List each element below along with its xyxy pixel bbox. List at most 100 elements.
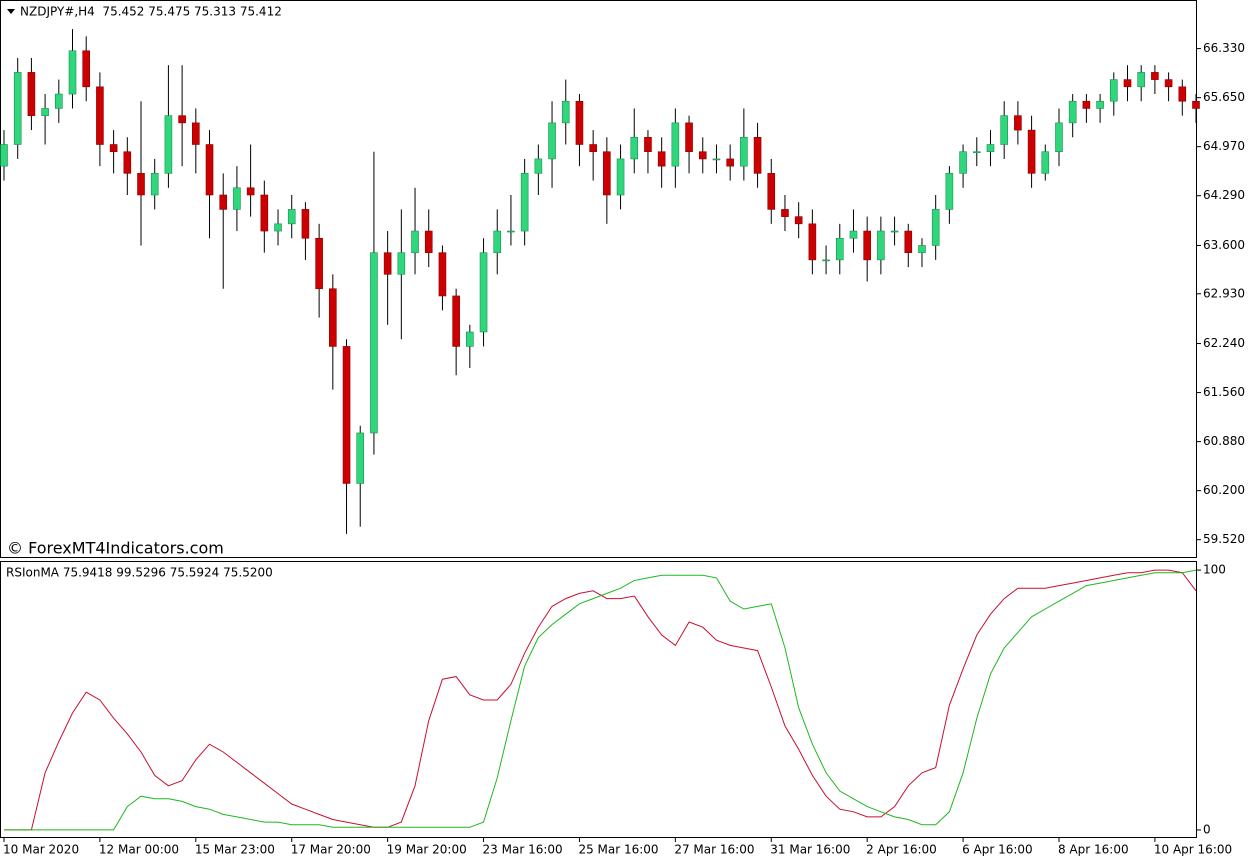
candle-body [424, 230, 433, 253]
candle-body [616, 158, 625, 196]
candle-body [698, 151, 707, 160]
x-tick-label: 15 Mar 23:00 [195, 843, 275, 857]
candle-body [219, 194, 228, 210]
candle-body [548, 122, 556, 160]
candle-body [383, 252, 392, 275]
candle-body [1151, 72, 1159, 80]
y-tick-label: 59.520 [1203, 532, 1245, 546]
candle-body [1137, 72, 1145, 88]
candle-body [767, 173, 776, 210]
candle-body [178, 115, 186, 124]
candle-body [1068, 100, 1077, 124]
candle-body [137, 173, 145, 196]
candle-body [972, 151, 981, 154]
watermark: © ForexMT4Indicators.com [7, 539, 224, 558]
candle-body [1014, 115, 1022, 131]
candle-body [370, 252, 378, 434]
x-tick-label: 17 Mar 20:00 [291, 843, 371, 857]
candle-body [986, 144, 995, 153]
price-title: NZDJPY#,H4 75.452 75.475 75.313 75.412 [20, 5, 282, 19]
price-panel [0, 0, 1197, 558]
candle-body [712, 158, 721, 161]
candle-body [479, 252, 488, 333]
candle-body [835, 237, 844, 261]
candle-body [890, 230, 899, 233]
candle-body [1055, 122, 1063, 153]
candle-body [685, 122, 693, 153]
candle-body [1082, 100, 1091, 109]
candle-body [1178, 86, 1187, 102]
candle-body [27, 72, 36, 116]
candle-body [356, 432, 365, 484]
candle-body [520, 173, 529, 232]
candle-body [1109, 79, 1118, 102]
y-tick-label: 61.560 [1203, 385, 1245, 399]
candle-body [808, 223, 817, 261]
candle-body [959, 151, 967, 174]
y-tick-label: 0 [1203, 822, 1211, 836]
y-tick-label: 64.290 [1203, 188, 1245, 202]
y-tick-label: 66.330 [1203, 41, 1245, 55]
y-tick-label: 62.930 [1203, 286, 1245, 300]
candle-body [150, 173, 159, 196]
candle-body [863, 230, 871, 261]
candle-body [753, 136, 762, 174]
indicator-title: RSIonMA 75.9418 99.5296 75.5924 75.5200 [6, 566, 273, 580]
candle-body [603, 151, 611, 196]
candle-body [411, 230, 419, 253]
candle-body [192, 122, 200, 145]
indicator-line [4, 569, 1197, 831]
candle-body [274, 223, 282, 232]
x-tick-label: 25 Mar 16:00 [578, 843, 658, 857]
candle-body [575, 100, 584, 145]
candle-body [1192, 100, 1200, 109]
candle-body [1041, 151, 1050, 174]
candle-body [561, 100, 570, 124]
indicator-panel [0, 561, 1197, 838]
y-tick-label: 64.970 [1203, 139, 1245, 153]
menu-arrow[interactable] [7, 9, 15, 14]
candle-body [109, 144, 118, 153]
candle-body [96, 86, 104, 145]
candle-body [68, 50, 77, 95]
candle-body [164, 115, 173, 174]
candle-body [1027, 129, 1036, 174]
candle-body [41, 108, 49, 116]
candle-body [260, 194, 269, 232]
candle-body [329, 288, 337, 347]
x-tick-label: 2 Apr 16:00 [866, 843, 937, 857]
candle-body [397, 252, 406, 275]
x-tick-label: 8 Apr 16:00 [1058, 843, 1129, 857]
y-tick-label: 62.240 [1203, 336, 1245, 350]
x-tick-label: 27 Mar 16:00 [674, 843, 754, 857]
candle-body [726, 158, 734, 167]
candle-body [904, 230, 913, 253]
candle-body [534, 158, 543, 174]
x-tick-label: 19 Mar 20:00 [387, 843, 467, 857]
candle-body [1000, 115, 1008, 145]
candle-body [630, 136, 639, 160]
candle-body [205, 144, 214, 196]
candle-body [822, 259, 830, 262]
y-tick-label: 65.650 [1203, 90, 1245, 104]
candle-body [877, 230, 885, 261]
candle-body [246, 187, 255, 196]
candle-body [233, 187, 241, 210]
candle-body [644, 136, 652, 153]
y-tick-label: 100 [1203, 563, 1226, 577]
candle-body [931, 209, 940, 246]
candle-body [0, 144, 8, 167]
candle-body [918, 245, 926, 253]
candle-body [945, 173, 954, 210]
y-tick-label: 60.200 [1203, 483, 1245, 497]
candle-body [794, 216, 803, 225]
candle-body [438, 252, 447, 297]
candle-body [781, 209, 789, 217]
indicator-line [4, 569, 1197, 831]
candle-body [657, 151, 666, 167]
x-tick-label: 6 Apr 16:00 [962, 843, 1033, 857]
y-tick-label: 63.600 [1203, 238, 1245, 252]
candle-body [1164, 79, 1173, 88]
candle-body [452, 295, 460, 347]
